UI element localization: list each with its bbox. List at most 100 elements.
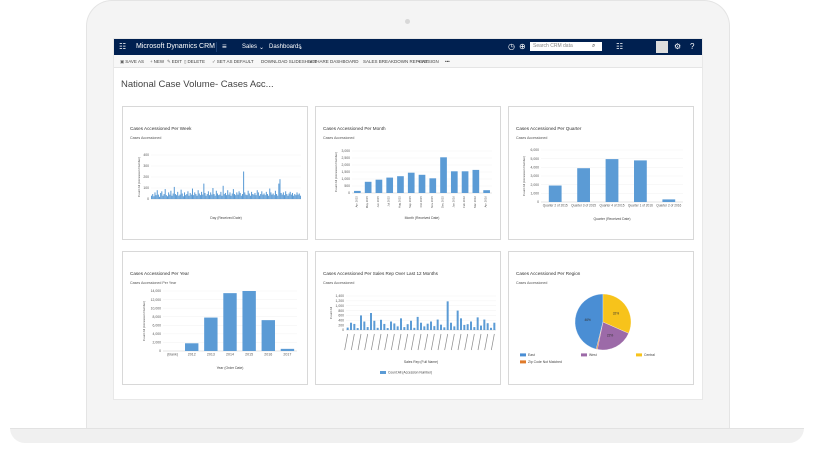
bar — [375, 179, 383, 193]
legend-label: Count:All (Accession Number) — [388, 371, 432, 375]
bar — [289, 191, 291, 199]
bar — [280, 192, 282, 199]
bar — [294, 194, 296, 199]
x-tick-label — [364, 333, 369, 351]
sales-breakdown-report-button[interactable]: SALES BREAKDOWN REPORT — [363, 59, 429, 64]
save-as-button[interactable]: ▣SAVE AS — [120, 59, 144, 65]
bar — [166, 196, 168, 199]
bar — [241, 194, 243, 199]
new-button[interactable]: +NEW — [150, 59, 164, 64]
bar — [165, 195, 167, 199]
bar — [260, 194, 262, 199]
x-tick-label — [424, 333, 429, 351]
delete-button[interactable]: ▯DELETE — [184, 59, 205, 65]
help-icon[interactable]: ? — [690, 42, 695, 51]
avatar[interactable] — [656, 41, 668, 53]
bar — [354, 190, 361, 193]
bar — [548, 185, 562, 202]
bar — [226, 195, 228, 199]
x-tick-label — [397, 333, 402, 351]
chart-title: Cases Accessioned Per Sales Rep Over Las… — [323, 271, 438, 276]
x-tick-label: Aug 2015 — [397, 196, 401, 208]
bar — [185, 195, 187, 199]
bar — [249, 195, 251, 199]
bar — [207, 191, 209, 199]
bar — [181, 193, 183, 199]
create-icon[interactable]: ⊕ — [519, 42, 526, 51]
bar — [297, 194, 299, 199]
bar — [228, 194, 230, 199]
share-dashboard-button[interactable]: ▸SHARE DASHBOARD — [310, 59, 359, 65]
x-tick-label — [450, 333, 455, 351]
bar — [396, 326, 399, 330]
pie-slice — [602, 293, 632, 334]
bar — [170, 190, 172, 199]
y-tick-label: 1,500 — [342, 170, 351, 174]
bar — [662, 199, 676, 202]
set-default-button[interactable]: ✓SET AS DEFAULT — [212, 59, 254, 65]
assign-button[interactable]: ●ASSIGN — [418, 59, 439, 64]
bar — [272, 193, 274, 199]
x-tick-label — [437, 333, 442, 351]
bar — [346, 327, 349, 330]
x-tick-label: Nov 2015 — [430, 196, 434, 208]
x-tick-label: Quarter 4 of 2015 — [600, 204, 625, 208]
x-axis-label: Day (Received Date) — [210, 216, 241, 220]
bar — [273, 195, 275, 199]
bar — [229, 192, 231, 199]
y-axis-label: Count:All — [329, 307, 333, 320]
pie-label: 22% — [607, 334, 614, 338]
menu-icon[interactable]: ≡ — [222, 42, 227, 51]
new-label: NEW — [153, 59, 165, 64]
monthly-chart[interactable]: 3,000 2,500 2,000 1,500 1,000 500 0 Apr 2015 May… — [316, 107, 502, 241]
bar — [350, 322, 352, 330]
weekly-chart[interactable]: 400 300 200 100 0 Day (Received Date) Count:Al… — [123, 107, 309, 241]
x-tick-label: (blank) — [167, 353, 178, 357]
y-tick-label: 0 — [342, 328, 344, 332]
y-tick-label: 10,000 — [151, 306, 161, 310]
advanced-find-icon[interactable]: ☷ — [616, 42, 624, 51]
bar — [196, 195, 198, 199]
bar — [197, 190, 199, 199]
bar — [210, 192, 212, 199]
bar — [363, 321, 366, 330]
bar — [274, 190, 276, 199]
x-tick-label — [370, 333, 375, 351]
chart-card-monthly: Cases Accessioned Per Month Cases Access… — [315, 106, 501, 240]
yearly-chart[interactable]: 14,000 12,000 10,000 8,000 6,000 4,000 2,000 0 (… — [123, 252, 309, 386]
bar — [240, 195, 242, 199]
gear-icon[interactable]: ⚙ — [674, 42, 682, 51]
app-launcher-icon[interactable]: ☷ — [119, 42, 127, 51]
more-commands-button[interactable]: ••• — [445, 59, 450, 64]
bar — [486, 323, 489, 330]
nav-area-sales[interactable]: Sales — [242, 44, 258, 50]
bar — [634, 160, 647, 202]
chevron-down-icon[interactable]: ⌄ — [257, 82, 263, 88]
search-icon[interactable]: ⌕ — [592, 43, 596, 49]
bar — [418, 174, 426, 193]
download-slidesheet-button[interactable]: DOWNLOAD SLIDESHEET — [261, 59, 317, 64]
chevron-down-icon[interactable]: ⌄ — [298, 45, 304, 51]
recent-icon[interactable]: ◷ — [508, 42, 515, 51]
quarterly-chart[interactable]: 6,000 5,000 4,000 3,000 2,000 1,000 0 Quarter 2… — [509, 107, 695, 241]
delete-label: DELETE — [187, 59, 205, 64]
y-tick-label: 0 — [147, 197, 149, 201]
bar — [247, 190, 249, 199]
edit-button[interactable]: ✎EDIT — [167, 59, 182, 65]
bar — [281, 194, 283, 199]
bar — [493, 322, 496, 330]
dashboard-title[interactable]: National Case Volume- Cases Acc... — [121, 79, 274, 90]
bar — [176, 195, 178, 199]
nav-page-dashboards[interactable]: Dashboards — [269, 44, 302, 50]
region-pie-chart[interactable]: 46% 22% 32% East West Central Zip Code Not Mat… — [509, 252, 695, 386]
brand-name[interactable]: Microsoft Dynamics CRM — [136, 43, 215, 50]
bar — [164, 189, 166, 199]
bar — [206, 194, 208, 199]
chevron-down-icon[interactable]: ⌄ — [259, 45, 265, 51]
search-input[interactable]: Search CRM data — [530, 42, 602, 51]
y-tick-label: 200 — [338, 323, 344, 327]
bar — [179, 194, 181, 199]
chart-card-yearly: Cases Accessioned Per Year Cases Accessi… — [122, 251, 308, 385]
y-tick-label: 8,000 — [153, 315, 162, 319]
